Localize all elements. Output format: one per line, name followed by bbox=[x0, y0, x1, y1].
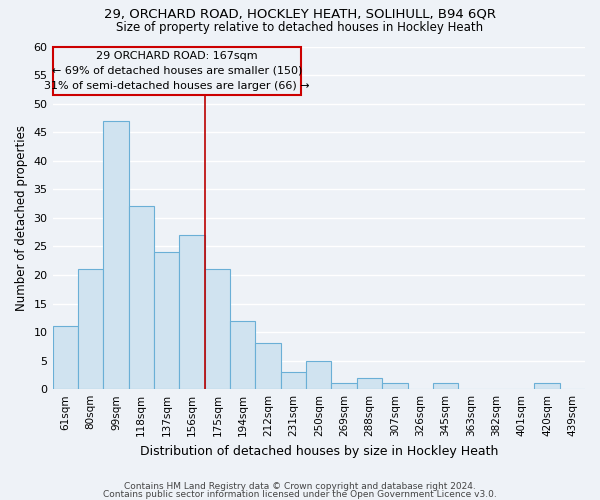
Y-axis label: Number of detached properties: Number of detached properties bbox=[15, 125, 28, 311]
Text: 29, ORCHARD ROAD, HOCKLEY HEATH, SOLIHULL, B94 6QR: 29, ORCHARD ROAD, HOCKLEY HEATH, SOLIHUL… bbox=[104, 8, 496, 20]
Text: 29 ORCHARD ROAD: 167sqm
← 69% of detached houses are smaller (150)
31% of semi-d: 29 ORCHARD ROAD: 167sqm ← 69% of detache… bbox=[44, 51, 310, 90]
Text: Size of property relative to detached houses in Hockley Heath: Size of property relative to detached ho… bbox=[116, 21, 484, 34]
Bar bbox=[306, 360, 331, 389]
Text: Contains HM Land Registry data © Crown copyright and database right 2024.: Contains HM Land Registry data © Crown c… bbox=[124, 482, 476, 491]
Bar bbox=[357, 378, 382, 389]
Bar bbox=[205, 269, 230, 389]
X-axis label: Distribution of detached houses by size in Hockley Heath: Distribution of detached houses by size … bbox=[140, 444, 498, 458]
Bar bbox=[534, 384, 560, 389]
Bar bbox=[256, 344, 281, 389]
FancyBboxPatch shape bbox=[53, 46, 301, 95]
Bar bbox=[128, 206, 154, 389]
Bar bbox=[78, 269, 103, 389]
Bar bbox=[103, 120, 128, 389]
Bar bbox=[281, 372, 306, 389]
Bar bbox=[230, 320, 256, 389]
Bar bbox=[433, 384, 458, 389]
Bar bbox=[331, 384, 357, 389]
Text: Contains public sector information licensed under the Open Government Licence v3: Contains public sector information licen… bbox=[103, 490, 497, 499]
Bar bbox=[382, 384, 407, 389]
Bar bbox=[179, 235, 205, 389]
Bar bbox=[154, 252, 179, 389]
Bar bbox=[53, 326, 78, 389]
